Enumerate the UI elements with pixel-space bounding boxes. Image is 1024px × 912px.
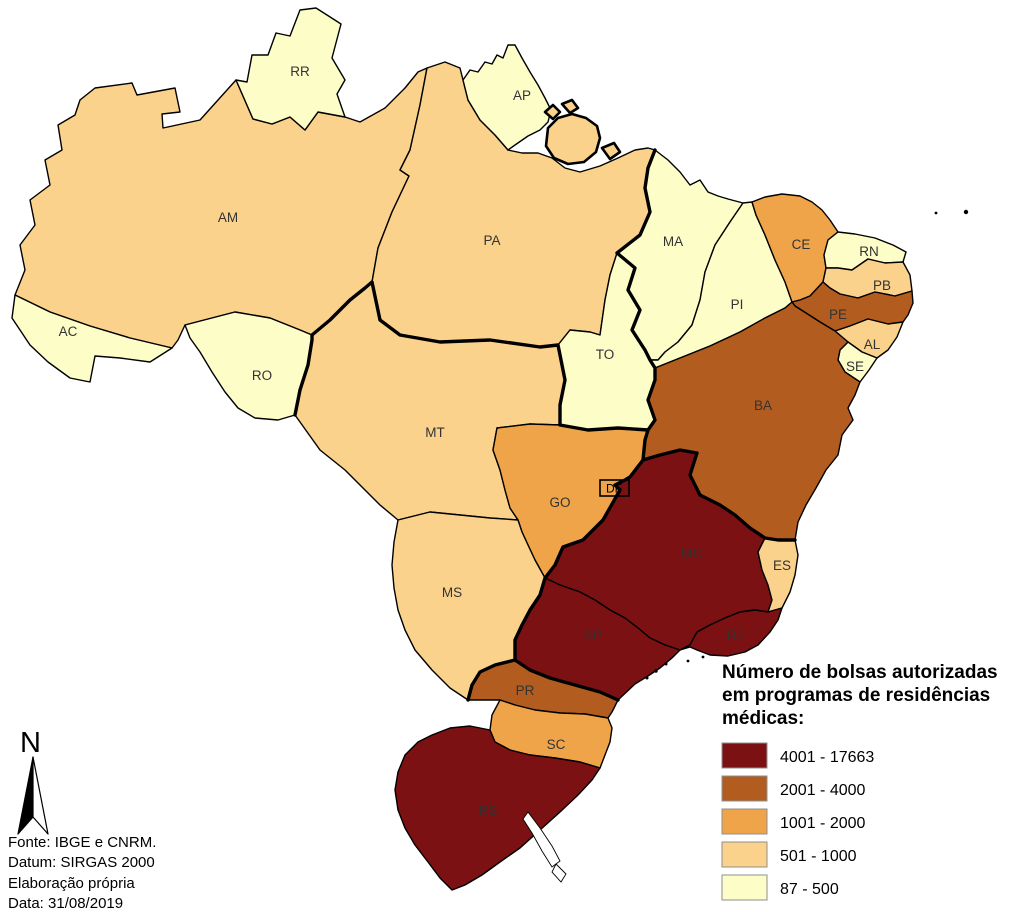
- state-ap-shape: [462, 44, 552, 151]
- state-to-label: TO: [596, 347, 615, 362]
- state-pb-label: PB: [873, 278, 891, 293]
- credit-elaboracao: Elaboração própria: [8, 875, 135, 892]
- state-ac-label: AC: [59, 324, 78, 339]
- legend-item-3: 1001 - 2000: [721, 808, 866, 835]
- state-es-label: ES: [773, 558, 791, 573]
- state-pr-label: PR: [516, 683, 535, 698]
- coast-islet-4: [686, 659, 690, 663]
- state-ms-label: MS: [442, 585, 462, 600]
- legend-label-5: 87 - 500: [780, 881, 839, 898]
- df-label-group: DF: [599, 479, 630, 497]
- region-border-north-centralwest: [293, 280, 650, 432]
- region-borders-layer: [293, 148, 797, 702]
- legend-title-line-1: Número de bolsas autorizadas: [722, 662, 998, 683]
- legend-swatch-5: [721, 874, 768, 901]
- state-rr-shape: [235, 7, 346, 131]
- coast-islet-5: [701, 655, 705, 659]
- credit-datum: Datum: SIRGAS 2000: [8, 854, 155, 871]
- state-rr-label: RR: [290, 64, 310, 79]
- state-ma-label: MA: [663, 234, 683, 249]
- state-rj-label: RJ: [727, 628, 744, 643]
- state-ap-label: AP: [513, 88, 531, 103]
- state-labels-layer: RR AP AM PA MA CE RN PB PE AL SE PI TO A…: [59, 64, 891, 818]
- state-ac-shape: [11, 294, 173, 383]
- legend-swatch-2: [721, 775, 768, 802]
- state-mt-label: MT: [425, 425, 445, 440]
- region-border-southeast-centralwest: [466, 458, 645, 702]
- legend-item-5: 87 - 500: [721, 874, 839, 901]
- legend-title-line-2: em programas de residências: [722, 685, 990, 706]
- region-border-north-northeast: [615, 148, 797, 542]
- state-sp-label: SP: [584, 628, 602, 643]
- state-ce-label: CE: [792, 237, 811, 252]
- north-arrow: N: [17, 727, 49, 835]
- state-ro-label: RO: [252, 368, 272, 383]
- state-mg-label: MG: [681, 546, 703, 561]
- state-pa-label: PA: [483, 233, 500, 248]
- marajo-island: [544, 112, 602, 166]
- state-sc-label: SC: [547, 737, 566, 752]
- legend-label-3: 1001 - 2000: [780, 815, 866, 832]
- delta-island-3: [600, 141, 622, 161]
- state-df-label: DF: [606, 482, 622, 496]
- state-rj-shape: [679, 607, 783, 657]
- legend-swatch-1: [721, 742, 768, 769]
- region-border-southeast-south: [513, 658, 620, 702]
- states-layer: [11, 7, 914, 891]
- legend-label-2: 2001 - 4000: [780, 782, 866, 799]
- state-go-label: GO: [549, 495, 570, 510]
- coast-islet-3: [664, 662, 668, 666]
- legend-swatch-4: [721, 841, 768, 868]
- coast-islet-1: [654, 669, 658, 673]
- legend-swatch-3: [721, 808, 768, 835]
- lagoa-dos-patos: [522, 811, 561, 868]
- legend: Número de bolsas autorizadas em programa…: [721, 662, 998, 901]
- state-rn-label: RN: [859, 244, 879, 259]
- lagoa-mirim: [551, 863, 567, 883]
- legend-label-4: 501 - 1000: [780, 848, 857, 865]
- legend-title-line-3: médicas:: [722, 708, 804, 729]
- source-credits: Fonte: IBGE e CNRM. Datum: SIRGAS 2000 E…: [8, 834, 156, 912]
- noronha-island-dot: [963, 209, 969, 215]
- delta-island-1: [543, 103, 562, 121]
- coast-islet-2: [645, 676, 649, 680]
- legend-label-1: 4001 - 17663: [780, 749, 874, 766]
- north-arrow-left-half: [17, 756, 34, 835]
- coastal-detail-layer: [522, 98, 969, 883]
- credit-fonte: Fonte: IBGE e CNRM.: [8, 834, 156, 851]
- north-arrow-right-half: [32, 756, 49, 835]
- state-se-label: SE: [846, 359, 864, 374]
- state-rs-label: RS: [479, 803, 498, 818]
- legend-item-4: 501 - 1000: [721, 841, 857, 868]
- noronha-islet-dot: [934, 211, 938, 215]
- state-ba-label: BA: [754, 398, 772, 413]
- north-arrow-label: N: [20, 727, 41, 759]
- state-am-label: AM: [218, 210, 238, 225]
- state-ro-shape: [184, 311, 313, 421]
- state-rs-shape: [394, 725, 601, 891]
- credit-data: Data: 31/08/2019: [8, 895, 123, 912]
- df-label-frame: [599, 479, 630, 497]
- state-pi-label: PI: [731, 297, 744, 312]
- state-pe-label: PE: [829, 307, 847, 322]
- legend-item-1: 4001 - 17663: [721, 742, 874, 769]
- delta-island-2: [560, 98, 580, 115]
- state-al-label: AL: [864, 337, 881, 352]
- legend-item-2: 2001 - 4000: [721, 775, 866, 802]
